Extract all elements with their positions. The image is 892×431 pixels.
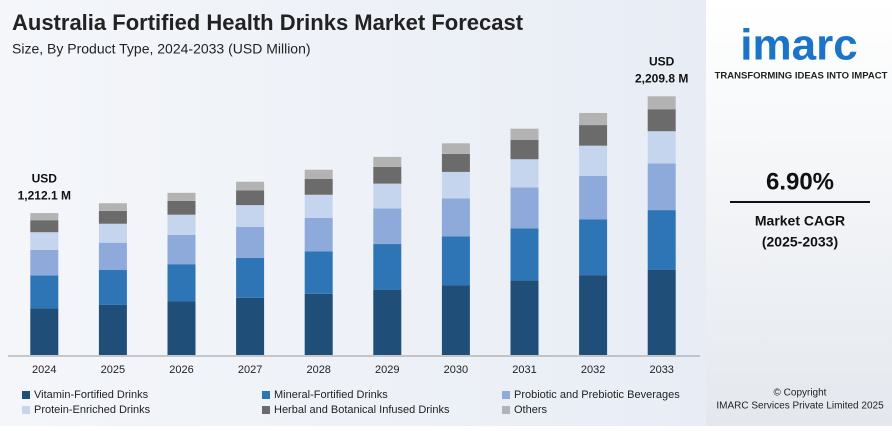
chart-title: Australia Fortified Health Drinks Market… (12, 10, 524, 35)
bar-segment (167, 214, 196, 235)
annotation: 1,212.1 M (18, 188, 71, 202)
bar-segment (98, 304, 127, 355)
bar-segment (579, 112, 608, 126)
bar-segment (236, 205, 265, 227)
copyright: © Copyright (774, 388, 827, 399)
bar-segment (373, 183, 402, 209)
company: IMARC Services Private Limited 2025 (716, 401, 884, 412)
bar-segment (98, 210, 127, 224)
cagr-label: Market CAGR (755, 213, 845, 229)
bar-segment (579, 145, 608, 176)
annotation: 2,209.8 M (635, 71, 688, 85)
x-tick-label: 2025 (101, 364, 125, 376)
legend-swatch (22, 406, 30, 414)
bar-segment (647, 163, 676, 211)
bar-segment (373, 156, 402, 167)
bar-segment (579, 219, 608, 276)
bar-segment (579, 175, 608, 220)
bar-segment (441, 236, 470, 286)
bar-segment (304, 251, 333, 294)
bar-segment (30, 275, 59, 309)
bar-segment (647, 96, 676, 110)
legend-swatch (502, 391, 510, 399)
bar-segment (441, 198, 470, 237)
bar-segment (98, 223, 127, 243)
bar-segment (30, 249, 59, 276)
bar-segment (373, 208, 402, 245)
bar-segment (167, 301, 196, 355)
sidebar-background (706, 0, 892, 426)
bar-segment (236, 190, 265, 206)
x-tick-label: 2032 (581, 364, 605, 376)
legend-label: Herbal and Botanical Infused Drinks (274, 404, 450, 416)
bar-segment (30, 220, 59, 233)
bar-segment (510, 159, 539, 188)
x-tick-label: 2031 (512, 364, 536, 376)
cagr-period: (2025-2033) (762, 234, 838, 250)
legend-label: Mineral-Fortified Drinks (274, 389, 388, 401)
bar-segment (304, 194, 333, 218)
x-tick-label: 2028 (306, 364, 330, 376)
x-tick-label: 2027 (238, 364, 262, 376)
legend-swatch (262, 391, 270, 399)
bar-segment (98, 242, 127, 271)
legend-label: Vitamin-Fortified Drinks (34, 389, 149, 401)
logo: imarc (740, 21, 857, 70)
x-tick-label: 2033 (649, 364, 673, 376)
bar-segment (30, 232, 59, 250)
bar-segment (236, 226, 265, 258)
bar-segment (98, 270, 127, 305)
legend-swatch (502, 406, 510, 414)
bar-segment (510, 228, 539, 281)
legend-swatch (262, 406, 270, 414)
annotation: USD (649, 54, 675, 68)
bar-segment (579, 125, 608, 146)
tagline: TRANSFORMING IDEAS INTO IMPACT (715, 71, 888, 82)
chart-subtitle: Size, By Product Type, 2024-2033 (USD Mi… (12, 41, 311, 57)
bar-segment (510, 187, 539, 229)
bar-segment (579, 275, 608, 355)
x-tick-label: 2024 (32, 364, 56, 376)
bar-segment (441, 285, 470, 355)
bar-segment (304, 293, 333, 355)
bar-segment (441, 143, 470, 154)
bar-segment (304, 217, 333, 252)
bar-segment (167, 192, 196, 201)
bar-segment (373, 166, 402, 184)
bar-segment (167, 234, 196, 265)
bar-segment (236, 181, 265, 191)
legend-label: Probiotic and Prebiotic Beverages (514, 389, 680, 401)
bar-segment (441, 153, 470, 172)
bar-segment (30, 308, 59, 355)
bar-segment (647, 210, 676, 270)
bar-segment (30, 213, 59, 221)
bar-segment (510, 128, 539, 140)
bar-segment (647, 131, 676, 164)
bar-segment (373, 244, 402, 290)
bar-segment (98, 203, 127, 211)
bar-segment (167, 264, 196, 302)
legend-swatch (22, 391, 30, 399)
bar-segment (304, 169, 333, 180)
bar-segment (167, 200, 196, 215)
legend-label: Protein-Enriched Drinks (34, 404, 151, 416)
legend-label: Others (514, 404, 548, 416)
bar-segment (441, 171, 470, 199)
bar-segment (647, 269, 676, 355)
bar-segment (236, 257, 265, 298)
bar-segment (510, 280, 539, 355)
cagr-value: 6.90% (766, 168, 834, 195)
x-tick-label: 2030 (444, 364, 468, 376)
annotation: USD (32, 171, 58, 185)
bar-segment (373, 289, 402, 355)
bar-segment (647, 109, 676, 132)
bar-segment (236, 297, 265, 355)
bar-segment (510, 139, 539, 160)
bar-segment (304, 179, 333, 195)
x-tick-label: 2026 (169, 364, 193, 376)
x-tick-label: 2029 (375, 364, 399, 376)
